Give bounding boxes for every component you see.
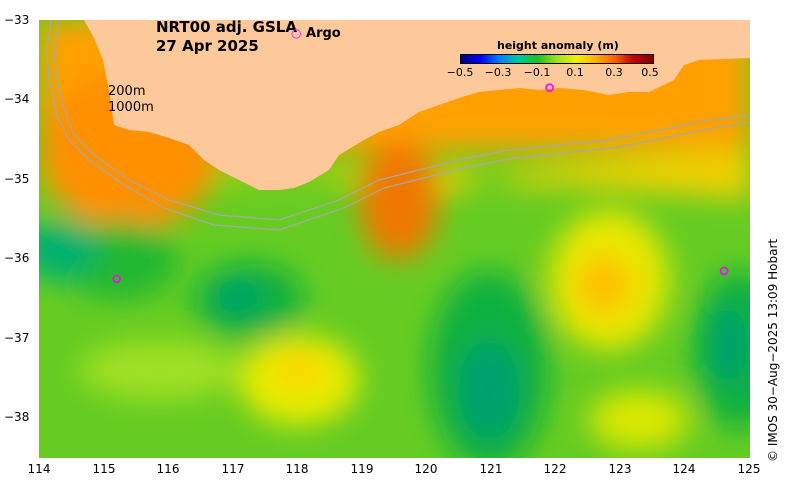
map-title-date: 27 Apr 2025 xyxy=(156,37,259,55)
credit-text: © IMOS 30−Aug−2025 13:09 Hobart xyxy=(766,238,780,462)
x-tick-label: 117 xyxy=(221,462,245,476)
sea-level-anomaly-map xyxy=(39,20,750,458)
colorbar-tick: −0.1 xyxy=(523,66,551,79)
y-tick-label: −37 xyxy=(4,331,30,345)
argo-legend-label: Argo xyxy=(306,26,341,41)
argo-float-marker xyxy=(112,274,121,284)
y-tick-label: −36 xyxy=(4,251,30,265)
x-tick-label: 114 xyxy=(27,462,51,476)
x-tick-label: 118 xyxy=(285,462,309,476)
y-tick-label: −33 xyxy=(4,13,30,27)
argo-legend: ○ Argo xyxy=(291,26,341,41)
x-tick-label: 115 xyxy=(92,462,116,476)
colorbar-tick: 0.3 xyxy=(605,66,623,79)
x-tick-label: 121 xyxy=(479,462,503,476)
isobaths xyxy=(46,20,750,231)
x-tick-label: 123 xyxy=(608,462,632,476)
colorbar-tick: −0.3 xyxy=(484,66,512,79)
argo-floats xyxy=(112,83,729,284)
argo-float-marker xyxy=(545,83,554,92)
isobath-label-200m: 200m xyxy=(108,84,146,99)
colorbar-title: height anomaly (m) xyxy=(497,39,619,52)
x-tick-label: 120 xyxy=(414,462,438,476)
colorbar-tick: 0.1 xyxy=(566,66,584,79)
colorbar-tick: −0.5 xyxy=(446,66,474,79)
x-tick-label: 116 xyxy=(156,462,180,476)
argo-float-marker xyxy=(719,266,729,276)
y-tick-label: −38 xyxy=(4,410,30,424)
colorbar-tick: 0.5 xyxy=(641,66,659,79)
map-title-product: NRT00 adj. GSLA xyxy=(156,18,297,36)
argo-marker-icon: ○ xyxy=(291,26,302,40)
isobath-label-1000m: 1000m xyxy=(108,100,154,115)
x-tick-label: 125 xyxy=(737,462,761,476)
x-tick-label: 122 xyxy=(543,462,567,476)
x-tick-label: 119 xyxy=(350,462,374,476)
colorbar xyxy=(460,54,654,64)
map-frame xyxy=(39,20,750,458)
y-tick-label: −34 xyxy=(4,92,30,106)
y-tick-label: −35 xyxy=(4,172,30,186)
x-tick-label: 124 xyxy=(672,462,696,476)
